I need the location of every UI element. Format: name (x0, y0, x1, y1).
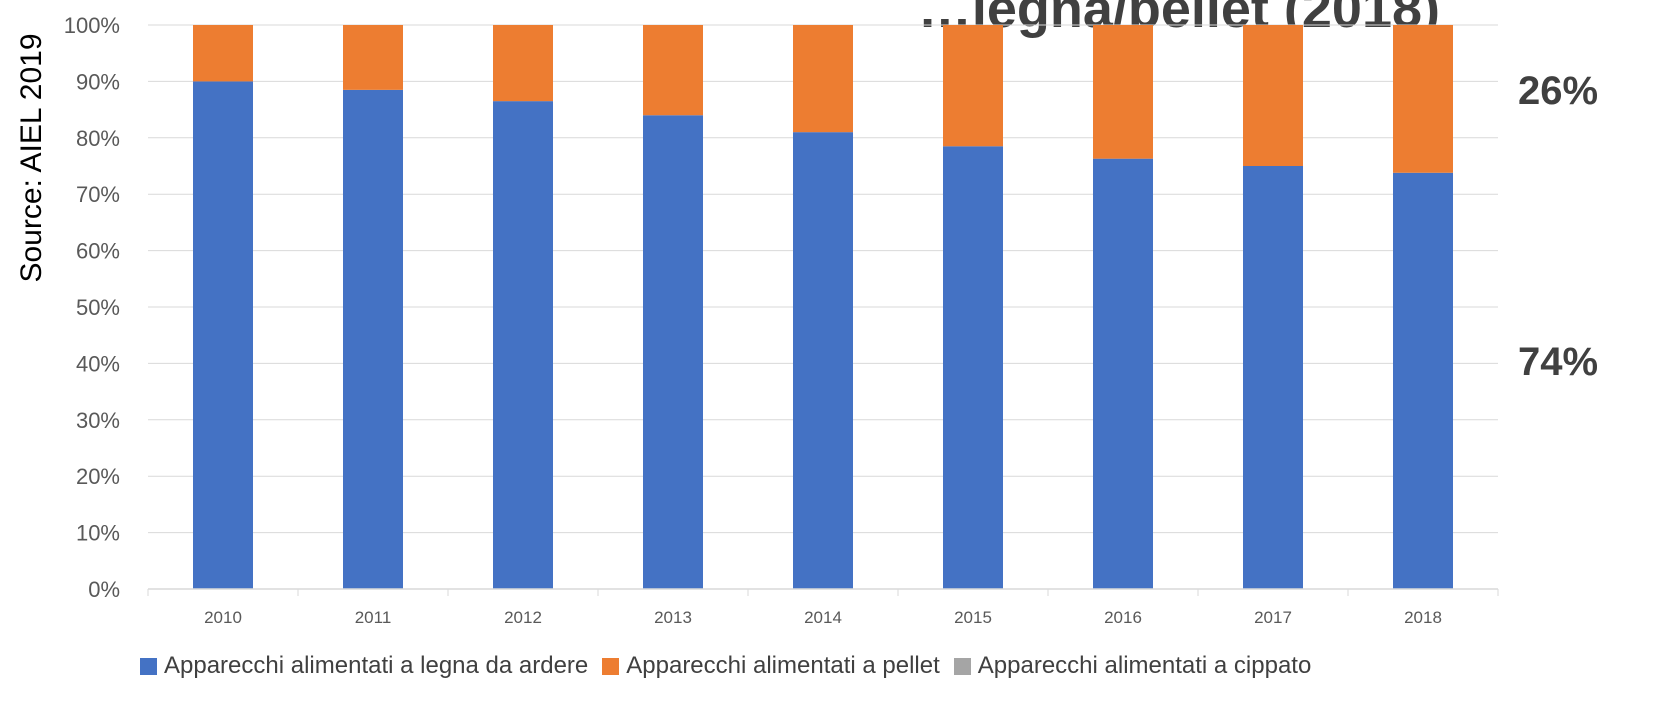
bar-pellet (1243, 25, 1303, 166)
annotation-legna-share: 74% (1518, 340, 1598, 384)
x-tick-label: 2017 (1254, 608, 1292, 627)
bar-legna (943, 146, 1003, 589)
bar-legna (643, 115, 703, 590)
legend: Apparecchi alimentati a legna da ardere … (140, 648, 1311, 684)
y-tick-label: 20% (76, 464, 120, 489)
x-tick-label: 2012 (504, 608, 542, 627)
bar-pellet (193, 25, 253, 82)
x-tick-label: 2016 (1104, 608, 1142, 627)
legend-item-pellet: Apparecchi alimentati a pellet (602, 652, 940, 680)
y-tick-label: 10% (76, 521, 120, 546)
y-tick-label: 50% (76, 295, 120, 320)
bar-pellet (643, 25, 703, 116)
bar-pellet (943, 25, 1003, 147)
bar-legna (1393, 172, 1453, 589)
annotation-pellet-share: 26% (1518, 69, 1598, 113)
y-tick-label: 60% (76, 239, 120, 264)
x-tick-label: 2014 (804, 608, 842, 627)
bar-pellet (1093, 25, 1153, 159)
chart-title: …legna/pellet (2018) (918, 0, 1440, 39)
y-tick-label: 0% (88, 577, 120, 602)
source-note: Source: AIEL 2019 (15, 33, 48, 282)
legend-label-pellet: Apparecchi alimentati a pellet (626, 652, 940, 679)
bar-pellet (1393, 25, 1453, 173)
bar-pellet (793, 25, 853, 133)
bar-legna (1093, 158, 1153, 589)
y-tick-label: 80% (76, 126, 120, 151)
legend-swatch-pellet (602, 657, 620, 675)
bar-legna (493, 101, 553, 589)
y-tick-label: 30% (76, 408, 120, 433)
y-tick-label: 90% (76, 69, 120, 94)
legend-item-cippato: Apparecchi alimentati a cippato (953, 652, 1312, 680)
legend-swatch-cippato (953, 657, 971, 675)
bar-pellet (493, 25, 553, 102)
x-tick-label: 2018 (1404, 608, 1442, 627)
legend-swatch-legna (140, 657, 157, 675)
bar-legna (793, 132, 853, 589)
legend-label-legna: Apparecchi alimentati a legna da ardere (164, 652, 589, 679)
legend-label-cippato: Apparecchi alimentati a cippato (977, 652, 1312, 679)
y-tick-label: 70% (76, 182, 120, 207)
bar-legna (1243, 166, 1303, 589)
bar-pellet (343, 25, 403, 90)
bar-legna (193, 81, 253, 590)
y-tick-label: 40% (76, 351, 120, 376)
x-tick-label: 2011 (355, 608, 392, 627)
legend-item-legna: Apparecchi alimentati a legna da ardere (140, 652, 588, 680)
bar-legna (343, 89, 403, 590)
y-tick-label: 100% (64, 13, 120, 38)
x-tick-label: 2013 (654, 608, 692, 627)
x-tick-label: 2010 (204, 608, 242, 627)
x-tick-label: 2015 (954, 608, 992, 627)
